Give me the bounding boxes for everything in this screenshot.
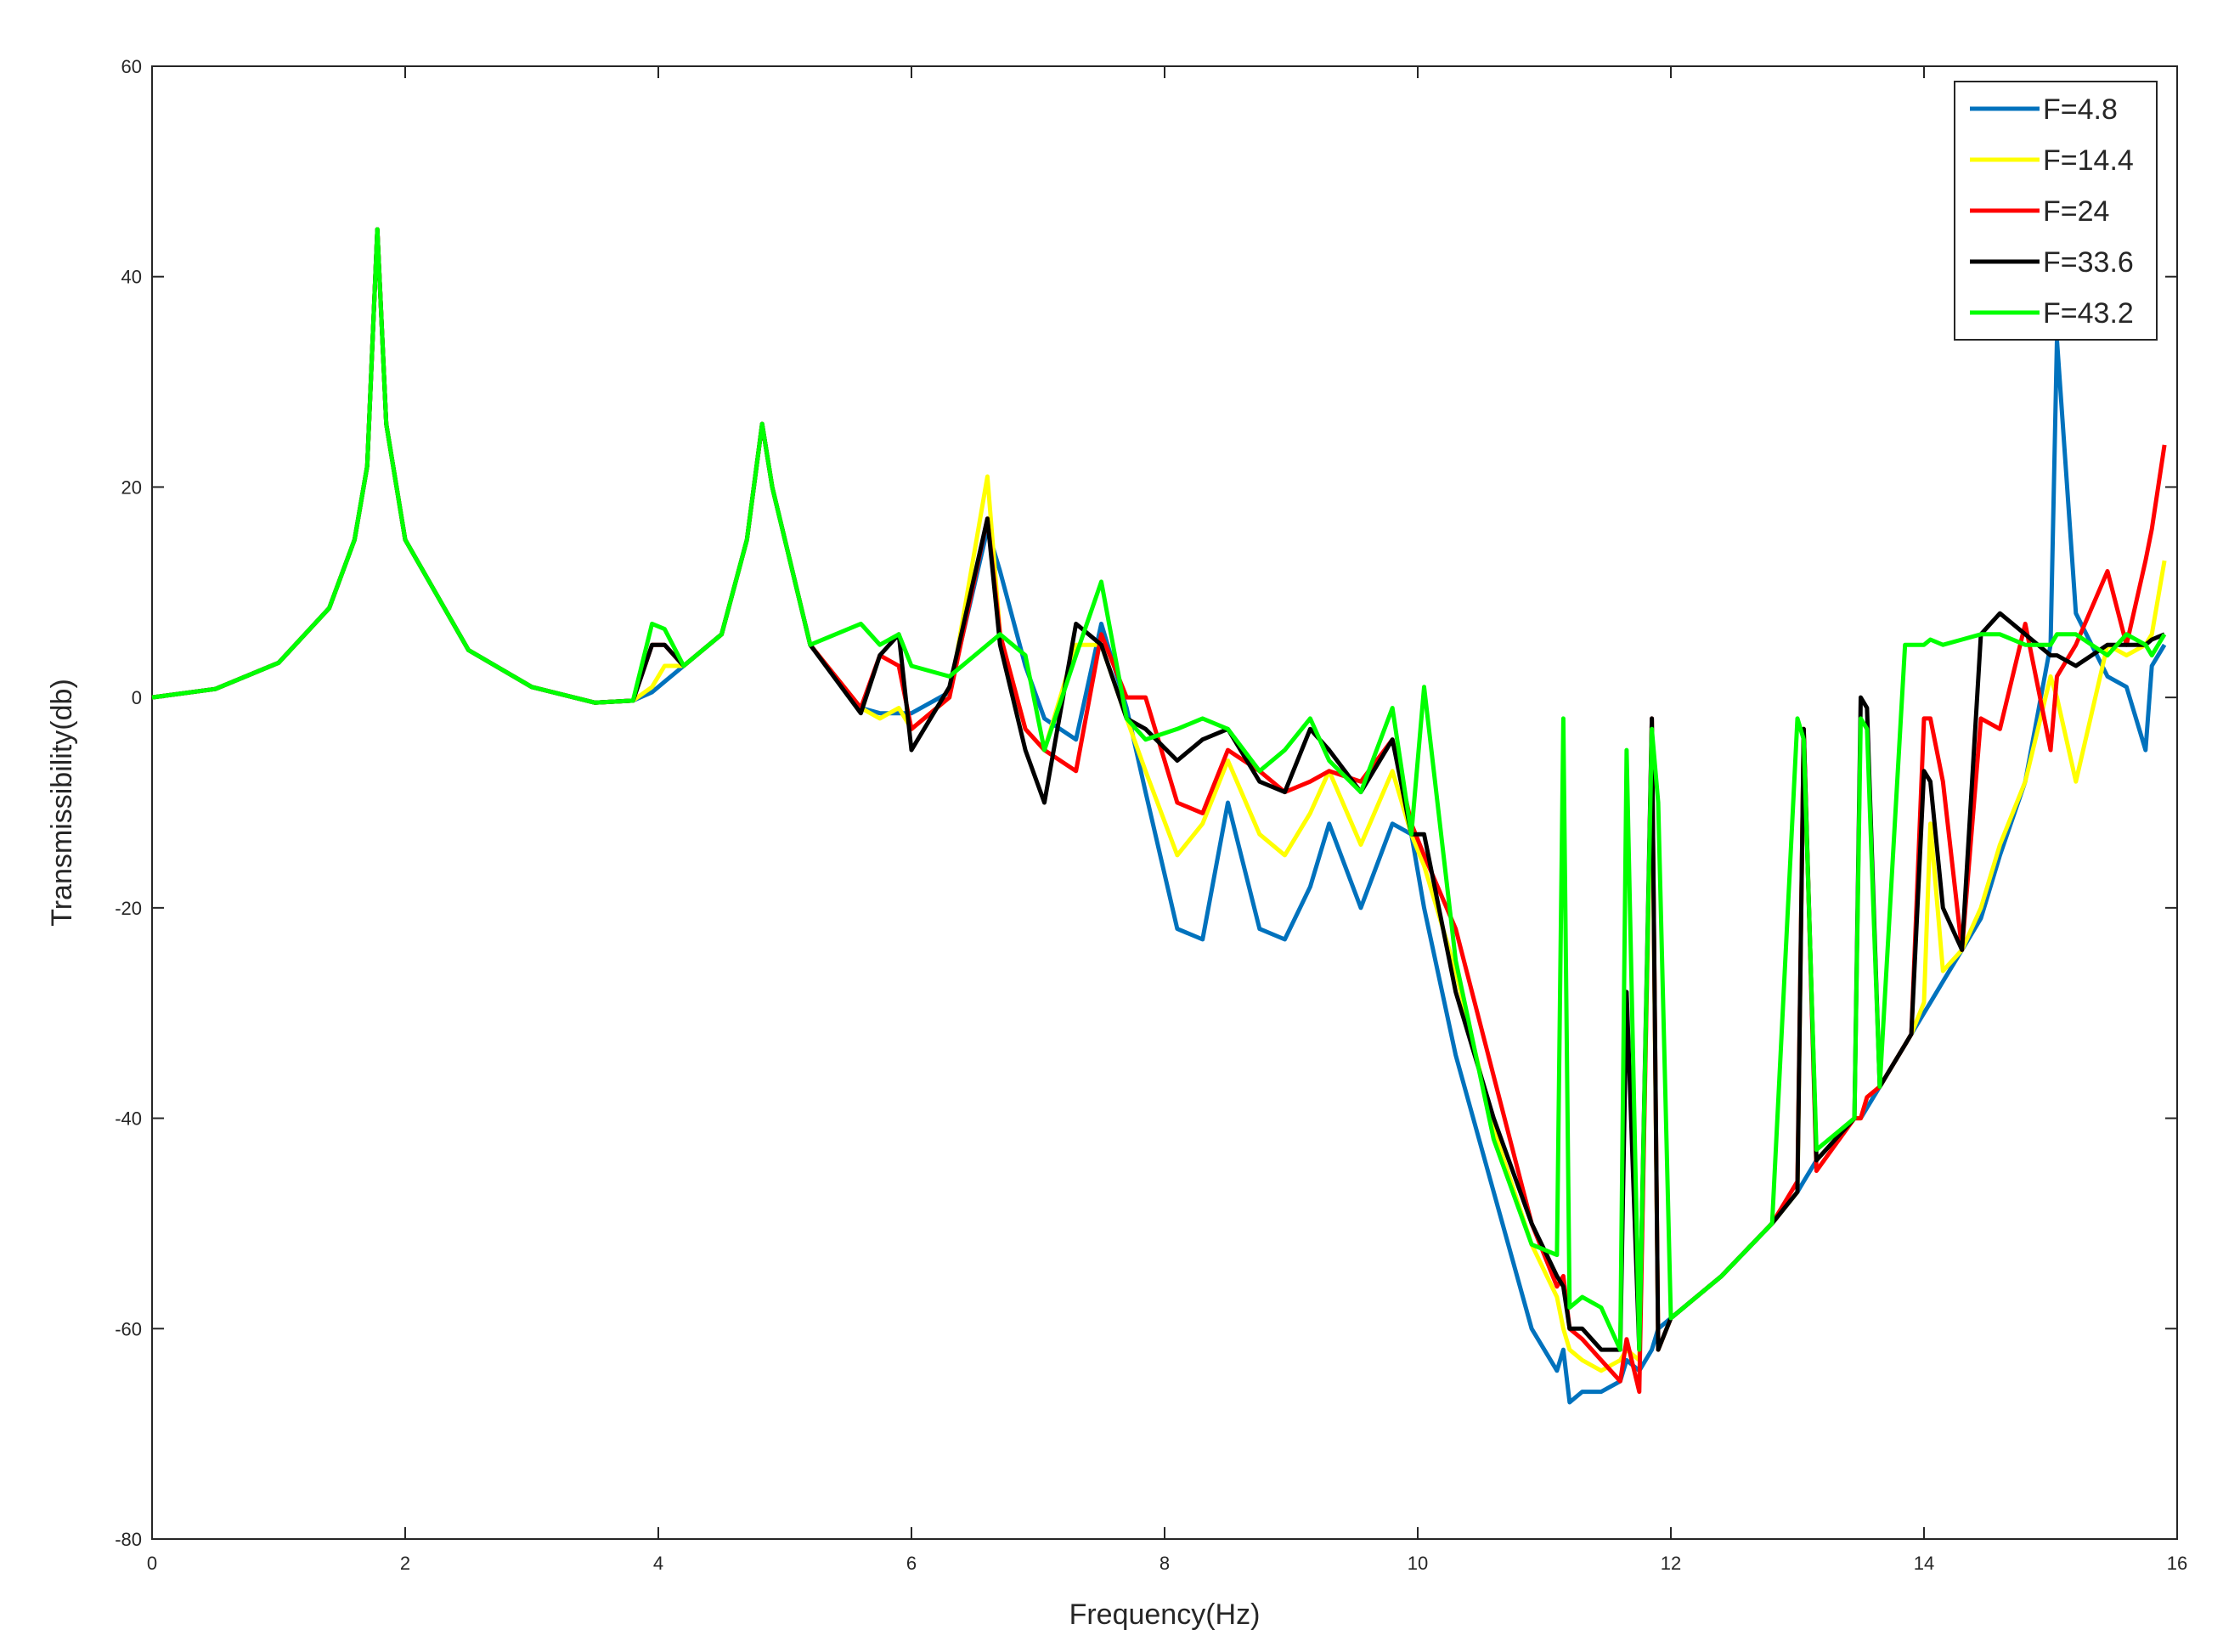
x-tick-label: 8: [1159, 1553, 1170, 1574]
series-line: [151, 227, 2167, 1352]
legend-label: F=4.8: [2043, 93, 2118, 126]
x-tick-label: 14: [1914, 1553, 1934, 1574]
x-tick-label: 10: [1408, 1553, 1428, 1574]
y-tick-label: -60: [115, 1318, 142, 1339]
y-tick-label: 0: [132, 687, 142, 708]
x-tick-label: 0: [147, 1553, 157, 1574]
legend-label: F=43.2: [2043, 297, 2134, 330]
x-tick-label: 2: [400, 1553, 410, 1574]
y-axis-label: Transmissibility(db): [46, 679, 78, 927]
y-tick-label: -20: [115, 898, 142, 919]
series-line: [151, 227, 2167, 1373]
y-tick-label: 60: [121, 56, 142, 77]
y-tick-label: 20: [121, 476, 142, 498]
x-tick-label: 4: [653, 1553, 663, 1574]
legend-label: F=24: [2043, 195, 2109, 228]
legend-label: F=14.4: [2043, 144, 2134, 177]
x-tick-label: 6: [906, 1553, 917, 1574]
y-tick-label: -80: [115, 1529, 142, 1550]
legend-label: F=33.6: [2043, 246, 2134, 279]
series-line: [151, 227, 2167, 1405]
series-line: [151, 227, 2166, 1352]
y-tick-label: -40: [115, 1108, 142, 1130]
plot-frame: [151, 65, 2178, 1540]
x-tick-label: 16: [2167, 1553, 2187, 1574]
x-tick-label: 12: [1661, 1553, 1681, 1574]
y-tick-label: 40: [121, 267, 142, 288]
x-axis-label: Frequency(Hz): [1069, 1598, 1261, 1631]
